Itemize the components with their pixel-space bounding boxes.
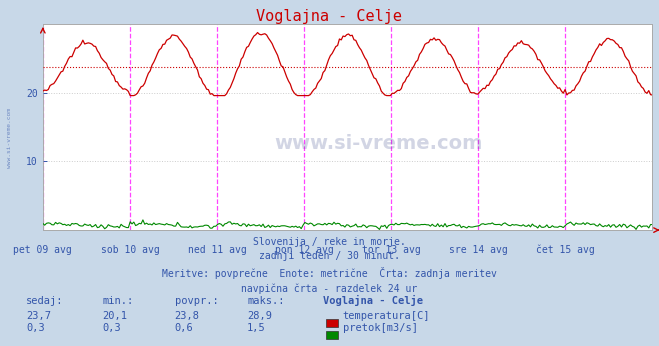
Text: 0,6: 0,6 bbox=[175, 323, 193, 333]
Text: 0,3: 0,3 bbox=[102, 323, 121, 333]
Text: pon 12 avg: pon 12 avg bbox=[275, 245, 333, 255]
Text: 1,5: 1,5 bbox=[247, 323, 266, 333]
Text: sre 14 avg: sre 14 avg bbox=[449, 245, 507, 255]
Text: tor 13 avg: tor 13 avg bbox=[362, 245, 420, 255]
Text: 28,9: 28,9 bbox=[247, 311, 272, 321]
Text: čet 15 avg: čet 15 avg bbox=[536, 245, 594, 255]
Text: maks.:: maks.: bbox=[247, 296, 285, 306]
Text: temperatura[C]: temperatura[C] bbox=[343, 311, 430, 321]
Text: 23,7: 23,7 bbox=[26, 311, 51, 321]
Text: ned 11 avg: ned 11 avg bbox=[188, 245, 246, 255]
Text: min.:: min.: bbox=[102, 296, 133, 306]
Text: www.si-vreme.com: www.si-vreme.com bbox=[274, 134, 482, 153]
Text: Voglajna - Celje: Voglajna - Celje bbox=[256, 9, 403, 24]
Text: www.si-vreme.com: www.si-vreme.com bbox=[7, 108, 12, 169]
Text: 20,1: 20,1 bbox=[102, 311, 127, 321]
Text: povpr.:: povpr.: bbox=[175, 296, 218, 306]
Text: sob 10 avg: sob 10 avg bbox=[101, 245, 159, 255]
Text: Slovenija / reke in morje.
zadnji teden / 30 minut.
Meritve: povprečne  Enote: m: Slovenija / reke in morje. zadnji teden … bbox=[162, 237, 497, 294]
Text: 23,8: 23,8 bbox=[175, 311, 200, 321]
Text: pretok[m3/s]: pretok[m3/s] bbox=[343, 323, 418, 333]
Text: 0,3: 0,3 bbox=[26, 323, 45, 333]
Text: pet 09 avg: pet 09 avg bbox=[13, 245, 72, 255]
Text: sedaj:: sedaj: bbox=[26, 296, 64, 306]
Text: Voglajna - Celje: Voglajna - Celje bbox=[323, 295, 423, 306]
